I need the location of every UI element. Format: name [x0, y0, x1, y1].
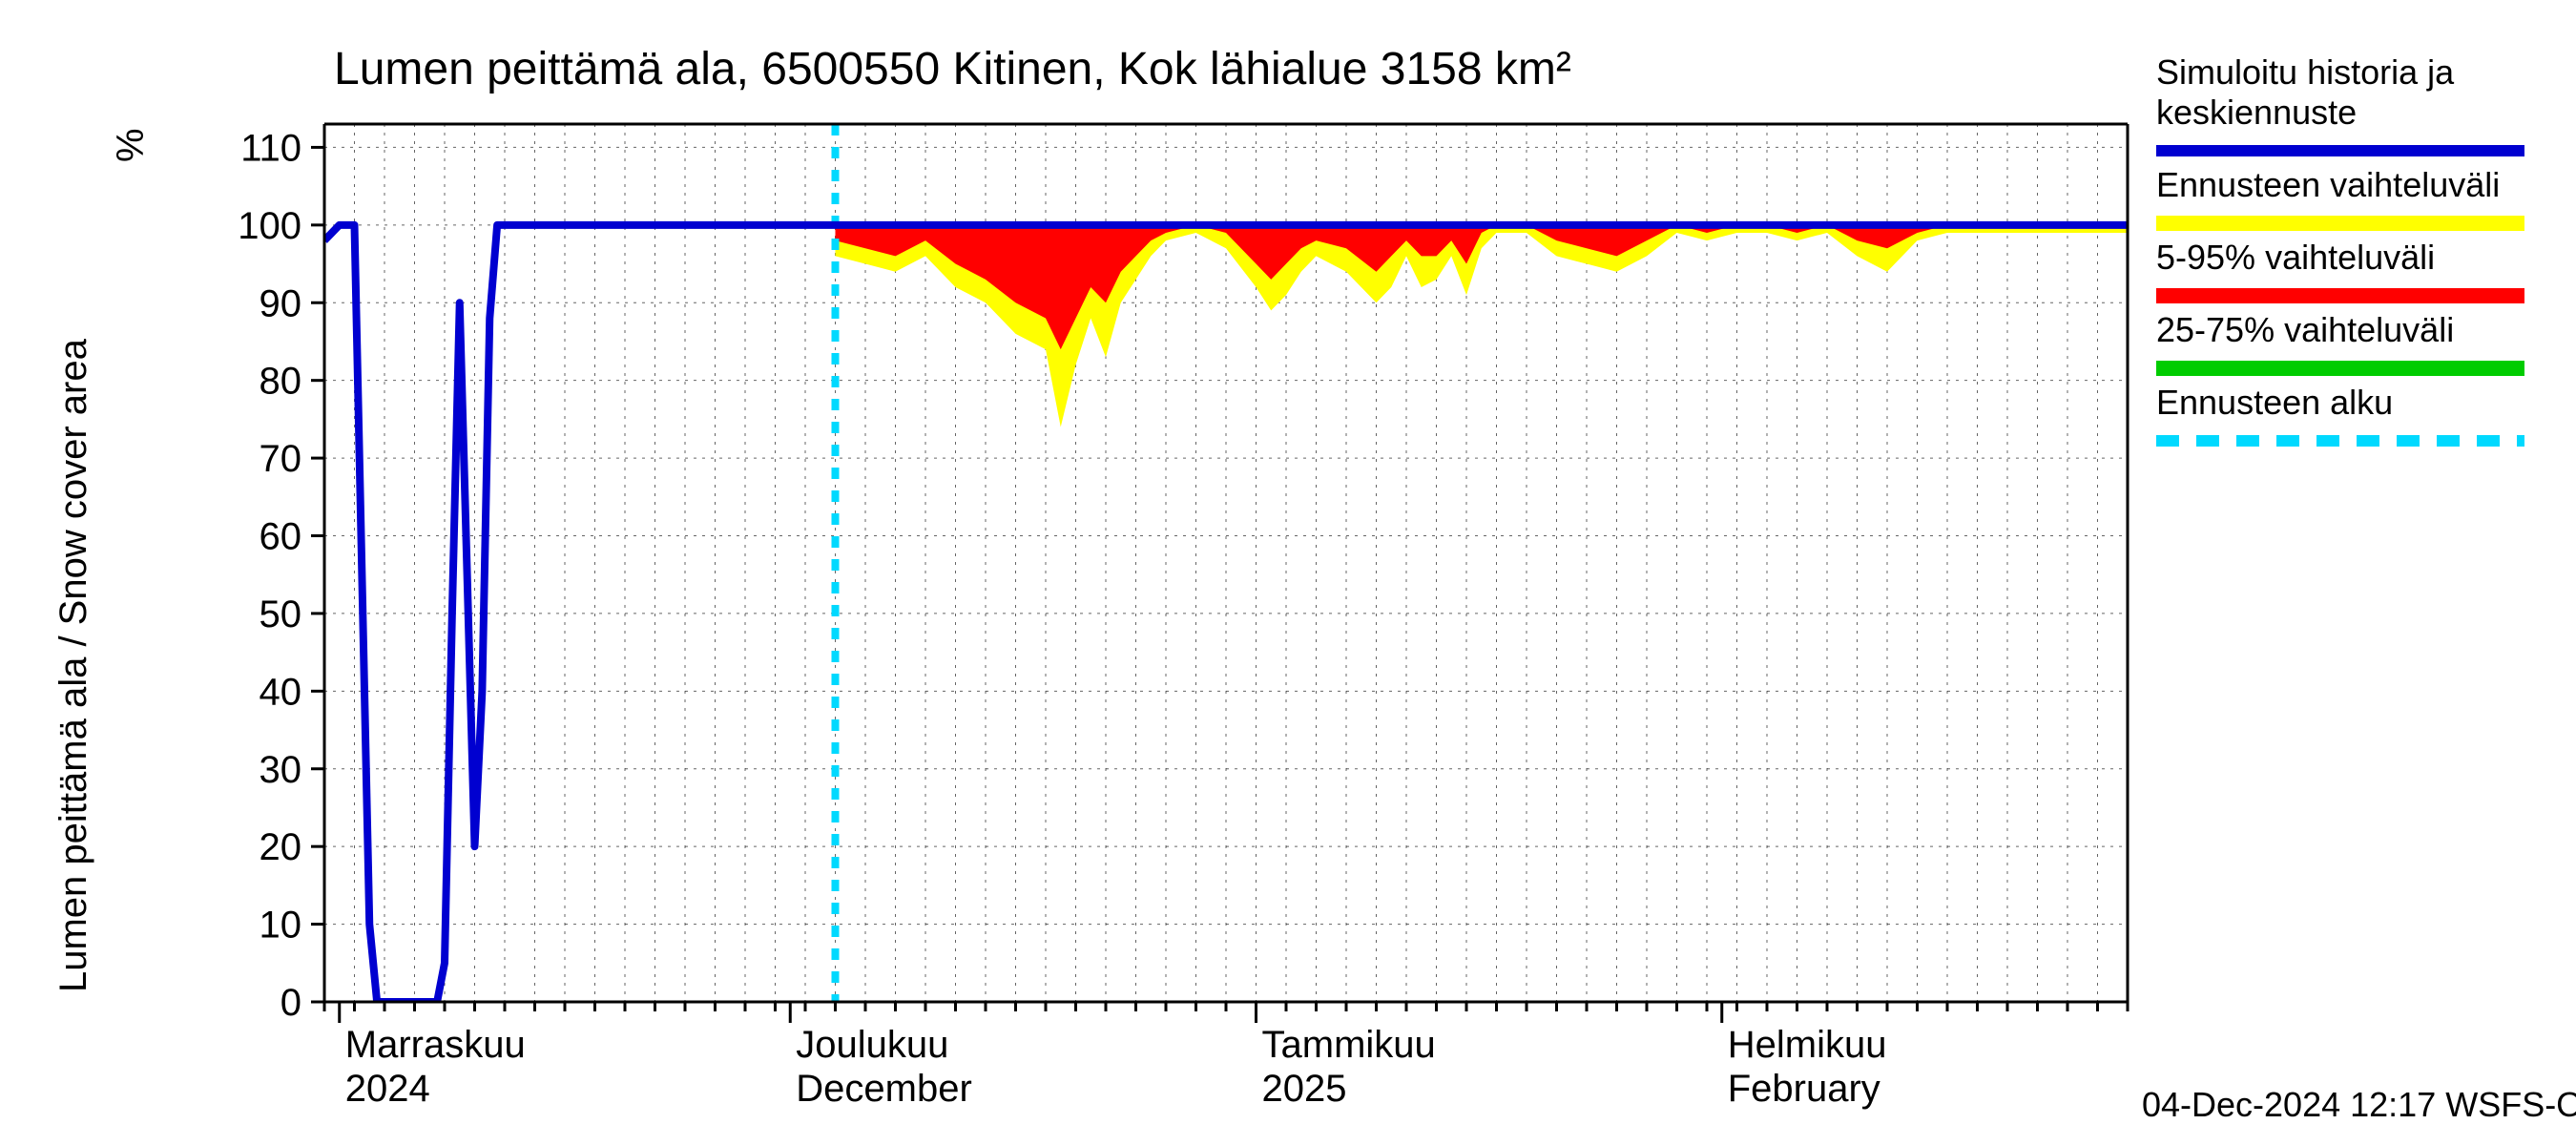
ytick-label: 100 [238, 205, 301, 247]
legend-swatch [2156, 216, 2524, 231]
legend-label: 5-95% vaihteluväli [2156, 238, 2435, 277]
legend-label: Ennusteen vaihteluväli [2156, 165, 2500, 204]
ytick-label: 80 [260, 361, 302, 403]
ytick-label: 90 [260, 282, 302, 324]
ytick-label: 50 [260, 593, 302, 635]
ytick-label: 20 [260, 826, 302, 868]
chart-container: 0 10 20 30 40 50 60 70 80 90 100 110 Marraskuu2024 Jo… [0, 0, 2576, 1145]
legend-label: Ennusteen alku [2156, 383, 2393, 422]
legend-swatch [2156, 288, 2524, 303]
xtick-label2: 2024 [345, 1068, 430, 1110]
xtick-label1: Marraskuu [345, 1024, 526, 1066]
xtick-label2: December [796, 1068, 972, 1110]
ytick-label: 70 [260, 438, 302, 480]
ytick-label: 60 [260, 516, 302, 558]
xtick-label1: Tammikuu [1262, 1024, 1436, 1066]
legend-label: keskiennuste [2156, 93, 2357, 132]
legend-label: Simuloitu historia ja [2156, 52, 2455, 92]
legend-label: 25-75% vaihteluväli [2156, 310, 2454, 349]
xtick-label2: February [1728, 1068, 1880, 1110]
xtick-label1: Helmikuu [1728, 1024, 1887, 1066]
footer-timestamp: 04-Dec-2024 12:17 WSFS-O [2142, 1085, 2576, 1124]
ytick-label: 0 [280, 982, 301, 1024]
y-axis-label: Lumen peittämä ala / Snow cover area [52, 338, 94, 992]
legend-swatch [2156, 361, 2524, 376]
xtick-label2: 2025 [1262, 1068, 1347, 1110]
ytick-label: 110 [240, 127, 301, 169]
chart-svg: 0 10 20 30 40 50 60 70 80 90 100 110 Marraskuu2024 Jo… [0, 0, 2576, 1145]
chart-title: Lumen peittämä ala, 6500550 Kitinen, Kok… [334, 44, 1571, 94]
ytick-label: 30 [260, 749, 302, 791]
y-axis-unit: % [110, 128, 152, 162]
xtick-label1: Joulukuu [796, 1024, 948, 1066]
ytick-label: 10 [260, 905, 302, 947]
ytick-label: 40 [260, 671, 302, 713]
